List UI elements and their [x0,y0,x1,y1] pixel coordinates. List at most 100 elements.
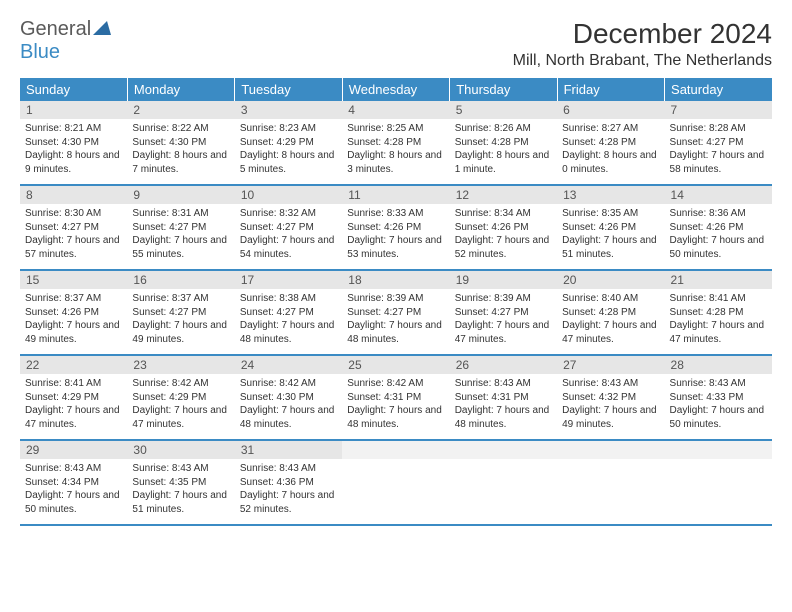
sunset-text: Sunset: 4:28 PM [562,306,659,320]
calendar-day: 17Sunrise: 8:38 AMSunset: 4:27 PMDayligh… [235,270,342,355]
day-number: 30 [127,441,234,459]
calendar-day [342,440,449,525]
day-info: Sunrise: 8:41 AMSunset: 4:29 PMDaylight:… [20,374,127,439]
day-info [665,459,772,513]
calendar-day: 23Sunrise: 8:42 AMSunset: 4:29 PMDayligh… [127,355,234,440]
calendar-day: 15Sunrise: 8:37 AMSunset: 4:26 PMDayligh… [20,270,127,355]
day-header-monday: Monday [127,78,234,101]
day-number: 15 [20,271,127,289]
sunrise-text: Sunrise: 8:40 AM [562,292,659,306]
day-info [342,459,449,513]
sunset-text: Sunset: 4:27 PM [132,221,229,235]
sunset-text: Sunset: 4:27 PM [240,221,337,235]
day-info: Sunrise: 8:38 AMSunset: 4:27 PMDaylight:… [235,289,342,354]
sunrise-text: Sunrise: 8:26 AM [455,122,552,136]
calendar-day [557,440,664,525]
daylight-text: Daylight: 7 hours and 49 minutes. [132,319,229,346]
calendar-week: 8Sunrise: 8:30 AMSunset: 4:27 PMDaylight… [20,185,772,270]
sunrise-text: Sunrise: 8:42 AM [347,377,444,391]
day-number: 31 [235,441,342,459]
calendar-day: 22Sunrise: 8:41 AMSunset: 4:29 PMDayligh… [20,355,127,440]
day-info: Sunrise: 8:42 AMSunset: 4:29 PMDaylight:… [127,374,234,439]
sunset-text: Sunset: 4:26 PM [25,306,122,320]
sunrise-text: Sunrise: 8:43 AM [562,377,659,391]
day-info: Sunrise: 8:41 AMSunset: 4:28 PMDaylight:… [665,289,772,354]
calendar-day: 31Sunrise: 8:43 AMSunset: 4:36 PMDayligh… [235,440,342,525]
sunset-text: Sunset: 4:26 PM [670,221,767,235]
sunrise-text: Sunrise: 8:43 AM [455,377,552,391]
sunrise-text: Sunrise: 8:31 AM [132,207,229,221]
day-header-tuesday: Tuesday [235,78,342,101]
sunrise-text: Sunrise: 8:43 AM [132,462,229,476]
sunset-text: Sunset: 4:36 PM [240,476,337,490]
day-info: Sunrise: 8:35 AMSunset: 4:26 PMDaylight:… [557,204,664,269]
day-header-wednesday: Wednesday [342,78,449,101]
day-number: 24 [235,356,342,374]
day-info: Sunrise: 8:33 AMSunset: 4:26 PMDaylight:… [342,204,449,269]
day-info: Sunrise: 8:34 AMSunset: 4:26 PMDaylight:… [450,204,557,269]
daylight-text: Daylight: 7 hours and 50 minutes. [25,489,122,516]
sunrise-text: Sunrise: 8:42 AM [240,377,337,391]
sunset-text: Sunset: 4:26 PM [455,221,552,235]
daylight-text: Daylight: 8 hours and 9 minutes. [25,149,122,176]
daylight-text: Daylight: 7 hours and 48 minutes. [455,404,552,431]
sunset-text: Sunset: 4:28 PM [670,306,767,320]
day-number: 11 [342,186,449,204]
title-block: December 2024 Mill, North Brabant, The N… [513,18,772,70]
sunrise-text: Sunrise: 8:43 AM [240,462,337,476]
calendar-day: 28Sunrise: 8:43 AMSunset: 4:33 PMDayligh… [665,355,772,440]
daylight-text: Daylight: 7 hours and 53 minutes. [347,234,444,261]
sunrise-text: Sunrise: 8:34 AM [455,207,552,221]
day-info: Sunrise: 8:42 AMSunset: 4:31 PMDaylight:… [342,374,449,439]
day-info: Sunrise: 8:43 AMSunset: 4:35 PMDaylight:… [127,459,234,524]
day-number [557,441,664,459]
day-info: Sunrise: 8:37 AMSunset: 4:27 PMDaylight:… [127,289,234,354]
sunrise-text: Sunrise: 8:39 AM [347,292,444,306]
daylight-text: Daylight: 7 hours and 50 minutes. [670,404,767,431]
sunrise-text: Sunrise: 8:28 AM [670,122,767,136]
calendar-day: 3Sunrise: 8:23 AMSunset: 4:29 PMDaylight… [235,101,342,185]
sunset-text: Sunset: 4:27 PM [132,306,229,320]
daylight-text: Daylight: 7 hours and 58 minutes. [670,149,767,176]
calendar-day: 25Sunrise: 8:42 AMSunset: 4:31 PMDayligh… [342,355,449,440]
day-number: 13 [557,186,664,204]
daylight-text: Daylight: 8 hours and 5 minutes. [240,149,337,176]
day-number: 10 [235,186,342,204]
daylight-text: Daylight: 8 hours and 3 minutes. [347,149,444,176]
day-info: Sunrise: 8:39 AMSunset: 4:27 PMDaylight:… [342,289,449,354]
sunset-text: Sunset: 4:33 PM [670,391,767,405]
day-number: 21 [665,271,772,289]
day-header-friday: Friday [557,78,664,101]
calendar-day: 18Sunrise: 8:39 AMSunset: 4:27 PMDayligh… [342,270,449,355]
day-number: 28 [665,356,772,374]
sunrise-text: Sunrise: 8:42 AM [132,377,229,391]
sunset-text: Sunset: 4:28 PM [562,136,659,150]
day-header-sunday: Sunday [20,78,127,101]
calendar-table: Sunday Monday Tuesday Wednesday Thursday… [20,78,772,526]
calendar-week: 1Sunrise: 8:21 AMSunset: 4:30 PMDaylight… [20,101,772,185]
day-header-saturday: Saturday [665,78,772,101]
calendar-day: 8Sunrise: 8:30 AMSunset: 4:27 PMDaylight… [20,185,127,270]
sunrise-text: Sunrise: 8:23 AM [240,122,337,136]
day-number: 2 [127,101,234,119]
sunset-text: Sunset: 4:27 PM [240,306,337,320]
logo-text-general: General [20,18,91,40]
daylight-text: Daylight: 8 hours and 0 minutes. [562,149,659,176]
day-number: 3 [235,101,342,119]
day-number: 14 [665,186,772,204]
day-number: 8 [20,186,127,204]
calendar-day: 14Sunrise: 8:36 AMSunset: 4:26 PMDayligh… [665,185,772,270]
location: Mill, North Brabant, The Netherlands [513,52,772,70]
day-info: Sunrise: 8:43 AMSunset: 4:34 PMDaylight:… [20,459,127,524]
calendar-day: 10Sunrise: 8:32 AMSunset: 4:27 PMDayligh… [235,185,342,270]
day-info [557,459,664,513]
day-number: 25 [342,356,449,374]
day-info: Sunrise: 8:23 AMSunset: 4:29 PMDaylight:… [235,119,342,184]
calendar-day: 19Sunrise: 8:39 AMSunset: 4:27 PMDayligh… [450,270,557,355]
daylight-text: Daylight: 7 hours and 48 minutes. [240,319,337,346]
calendar-day: 13Sunrise: 8:35 AMSunset: 4:26 PMDayligh… [557,185,664,270]
daylight-text: Daylight: 7 hours and 47 minutes. [670,319,767,346]
sunrise-text: Sunrise: 8:33 AM [347,207,444,221]
sunset-text: Sunset: 4:31 PM [455,391,552,405]
sunrise-text: Sunrise: 8:36 AM [670,207,767,221]
